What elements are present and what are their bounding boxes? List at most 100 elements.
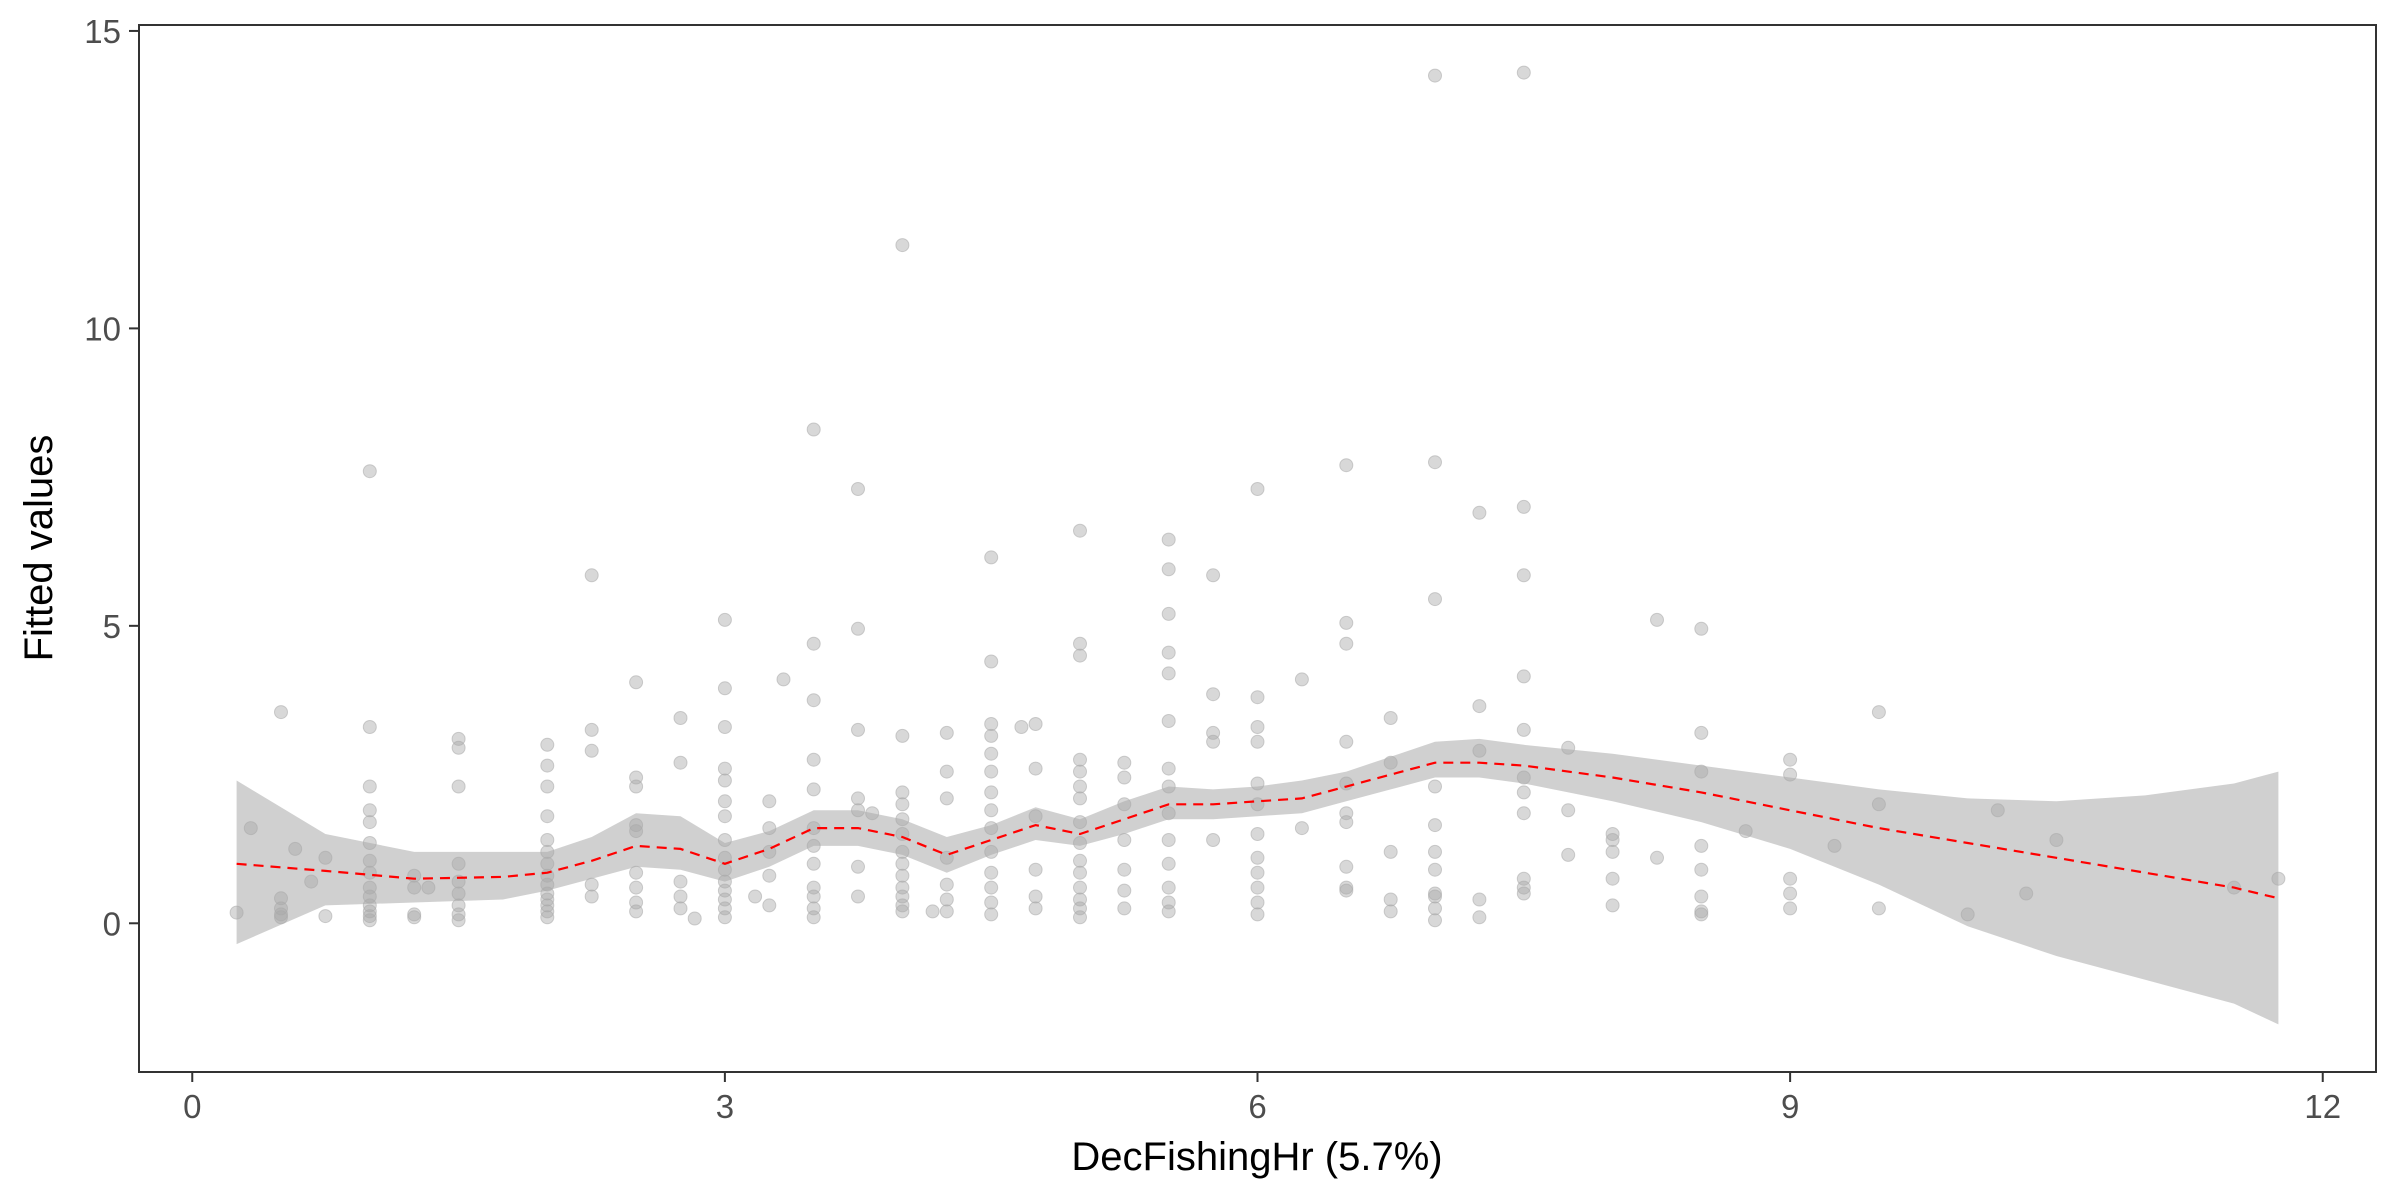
data-point [362, 913, 377, 928]
data-point [1383, 711, 1398, 725]
data-point [362, 720, 377, 734]
data-point [1028, 761, 1043, 776]
data-point [1250, 907, 1265, 922]
data-point [1694, 904, 1709, 919]
data-point [1161, 606, 1176, 621]
data-point [1161, 645, 1176, 660]
data-point [1383, 844, 1398, 859]
data-point [851, 791, 865, 806]
data-point [984, 764, 999, 779]
data-point [451, 886, 466, 901]
data-point [540, 892, 555, 907]
data-point [1783, 886, 1798, 901]
data-point [939, 725, 954, 740]
data-point [1472, 743, 1487, 758]
data-point [540, 904, 555, 919]
data-point [1161, 761, 1176, 776]
y-tick-label: 15 [84, 13, 121, 50]
data-point [1783, 752, 1798, 767]
x-axis-title: DecFishingHr (5.7%) [1071, 1135, 1442, 1179]
data-point [362, 779, 377, 794]
x-tick-label: 3 [716, 1088, 734, 1125]
y-axis-title: Fitted values [17, 435, 61, 662]
data-point [1472, 892, 1487, 907]
data-point [806, 693, 821, 708]
data-point [288, 841, 303, 856]
data-point [629, 904, 644, 919]
data-point [762, 868, 777, 883]
data-point [806, 889, 821, 904]
data-point [939, 904, 954, 919]
data-point [451, 779, 466, 794]
data-point [362, 815, 377, 830]
data-point [1250, 895, 1265, 910]
data-point [717, 794, 732, 809]
data-point [274, 910, 288, 925]
data-point [362, 865, 377, 880]
data-point [540, 809, 555, 824]
data-point [806, 782, 821, 797]
data-point [318, 850, 333, 865]
data-point [1161, 714, 1176, 728]
data-point [762, 794, 777, 809]
data-point [540, 758, 555, 773]
data-point [1516, 568, 1531, 583]
data-point [984, 880, 999, 895]
data-point [1206, 568, 1221, 583]
data-point [1428, 68, 1442, 83]
data-point [1073, 910, 1087, 925]
smooth-line-layer [236, 761, 2279, 900]
data-point [1339, 636, 1354, 651]
data-point [1028, 862, 1043, 877]
data-point [1339, 734, 1354, 749]
data-point [1339, 776, 1354, 791]
data-point [274, 705, 288, 720]
data-point [1073, 764, 1087, 779]
confidence-band [236, 738, 2279, 1025]
data-point [717, 612, 732, 627]
data-point [1472, 505, 1487, 520]
data-point [1561, 740, 1576, 755]
data-point [1516, 65, 1531, 80]
data-point [673, 711, 688, 725]
data-point [1161, 666, 1176, 681]
data-point [984, 895, 999, 910]
data-point [362, 909, 377, 924]
data-point [1206, 687, 1221, 702]
data-point [407, 910, 422, 925]
data-point [1472, 699, 1487, 714]
data-point [1605, 871, 1620, 886]
smooth-fit-line [236, 761, 2279, 900]
data-point [717, 833, 732, 847]
data-point [1871, 705, 1886, 720]
data-point [1117, 833, 1132, 847]
data-point [1073, 865, 1087, 880]
data-point [806, 910, 821, 925]
data-point [1161, 779, 1176, 794]
data-point [851, 482, 865, 496]
data-point [984, 550, 999, 565]
data-point [1250, 482, 1265, 496]
data-point [984, 785, 999, 800]
data-point [1561, 803, 1576, 818]
data-point [540, 844, 555, 859]
data-point [1073, 523, 1087, 538]
data-point [762, 898, 777, 913]
data-point [1250, 720, 1265, 734]
data-point [806, 636, 821, 651]
data-point [1516, 722, 1531, 737]
data-point [1650, 612, 1664, 627]
data-point [1871, 797, 1886, 812]
data-point [1161, 562, 1176, 577]
data-point [243, 821, 258, 836]
data-point [1516, 669, 1531, 684]
data-point [1428, 889, 1442, 904]
data-point [1250, 880, 1265, 895]
data-point [717, 773, 732, 788]
data-point [1073, 815, 1087, 830]
data-point [540, 856, 555, 871]
data-point [407, 880, 422, 895]
data-point [895, 868, 910, 883]
data-point [1428, 592, 1442, 607]
